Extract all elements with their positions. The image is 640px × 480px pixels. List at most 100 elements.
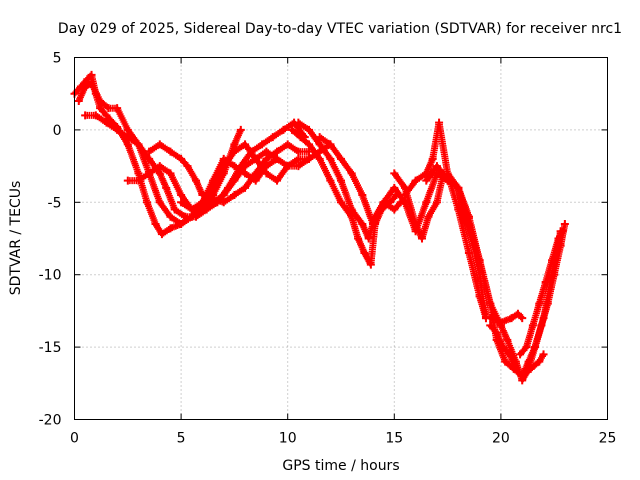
data-point: [315, 133, 324, 142]
data-point: [162, 183, 171, 192]
data-point: [134, 176, 143, 185]
data-point: [279, 125, 288, 134]
data-point: [326, 176, 335, 185]
data-point: [496, 318, 505, 327]
data-point: [539, 350, 548, 359]
data-point: [499, 343, 508, 352]
data-point: [360, 248, 369, 257]
data-point: [209, 198, 218, 207]
data-point: [558, 227, 567, 236]
x-tick-label: 25: [599, 431, 617, 447]
x-tick-labels: 0 5 10 15 20 25: [70, 431, 616, 447]
data-point: [258, 140, 267, 149]
data-point: [528, 321, 537, 330]
data-point: [364, 234, 373, 243]
data-point: [236, 125, 245, 134]
data-point: [518, 372, 527, 381]
data-point: [198, 198, 207, 207]
data-point: [151, 220, 160, 229]
y-tick-label: -10: [39, 268, 62, 284]
data-point: [486, 299, 495, 308]
data-point: [241, 162, 250, 171]
data-point: [170, 205, 179, 214]
data-point: [113, 104, 122, 113]
x-tick-label: 10: [279, 431, 297, 447]
data-point: [219, 191, 228, 200]
data-point: [81, 82, 90, 91]
data-point: [535, 357, 544, 366]
series-layer: [70, 70, 569, 385]
data-point: [354, 234, 363, 243]
data-point: [166, 212, 175, 221]
data-point: [155, 198, 164, 207]
data-point: [347, 169, 356, 178]
data-point: [422, 198, 431, 207]
data-point: [155, 162, 164, 171]
data-point: [315, 140, 324, 149]
data-point: [192, 212, 201, 221]
data-point: [198, 205, 207, 214]
data-point: [422, 176, 431, 185]
data-point: [379, 198, 388, 207]
data-point: [486, 321, 495, 330]
data-point: [305, 154, 314, 163]
data-point: [287, 125, 296, 134]
data-point: [507, 314, 516, 323]
data-point: [87, 70, 96, 79]
data-point: [177, 191, 186, 200]
plot-frame: [74, 57, 608, 420]
data-point: [166, 224, 175, 233]
data-point: [219, 162, 228, 171]
data-point: [96, 104, 105, 113]
data-point: [187, 205, 196, 214]
data-point: [123, 176, 132, 185]
data-point: [424, 212, 433, 221]
data-point: [505, 350, 514, 359]
y-tick-label: 0: [53, 123, 62, 139]
y-tick-labels: 5 0 -5 -10 -15 -20: [39, 51, 62, 429]
data-point: [273, 147, 282, 156]
data-point: [486, 314, 495, 323]
data-point: [262, 147, 271, 156]
x-tick-label: 20: [492, 431, 510, 447]
data-point: [535, 299, 544, 308]
data-point: [503, 335, 512, 344]
data-point: [166, 169, 175, 178]
data-point: [177, 198, 186, 207]
data-point: [543, 299, 552, 308]
data-point: [230, 147, 239, 156]
data-point: [230, 140, 239, 149]
grid: [74, 57, 608, 420]
data-point: [157, 230, 166, 239]
data-point: [315, 154, 324, 163]
data-point: [454, 205, 463, 214]
data-point: [87, 79, 96, 88]
data-point: [241, 140, 250, 149]
y-tick-label: -5: [48, 195, 62, 211]
y-tick-label: -15: [39, 340, 62, 356]
data-point: [411, 220, 420, 229]
y-tick-label: -20: [39, 413, 62, 429]
data-point: [326, 140, 335, 149]
tick-marks: [74, 57, 608, 420]
data-point: [390, 169, 399, 178]
data-point: [418, 234, 427, 243]
chart-title: Day 029 of 2025, Sidereal Day-to-day VTE…: [58, 21, 622, 37]
data-point: [102, 118, 111, 127]
data-point: [134, 140, 143, 149]
data-point: [305, 125, 314, 134]
data-point: [134, 169, 143, 178]
data-point: [83, 75, 92, 84]
data-point: [390, 205, 399, 214]
data-point: [113, 125, 122, 134]
data-point: [198, 191, 207, 200]
data-point: [91, 111, 100, 120]
data-point: [294, 118, 303, 127]
data-point: [251, 154, 260, 163]
data-point: [492, 328, 501, 337]
data-point: [550, 270, 559, 279]
data-point: [183, 162, 192, 171]
data-point: [209, 183, 218, 192]
